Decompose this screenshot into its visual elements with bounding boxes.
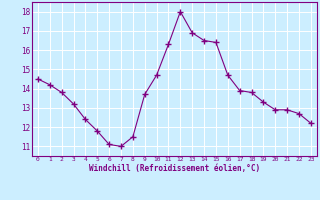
X-axis label: Windchill (Refroidissement éolien,°C): Windchill (Refroidissement éolien,°C) [89, 164, 260, 173]
